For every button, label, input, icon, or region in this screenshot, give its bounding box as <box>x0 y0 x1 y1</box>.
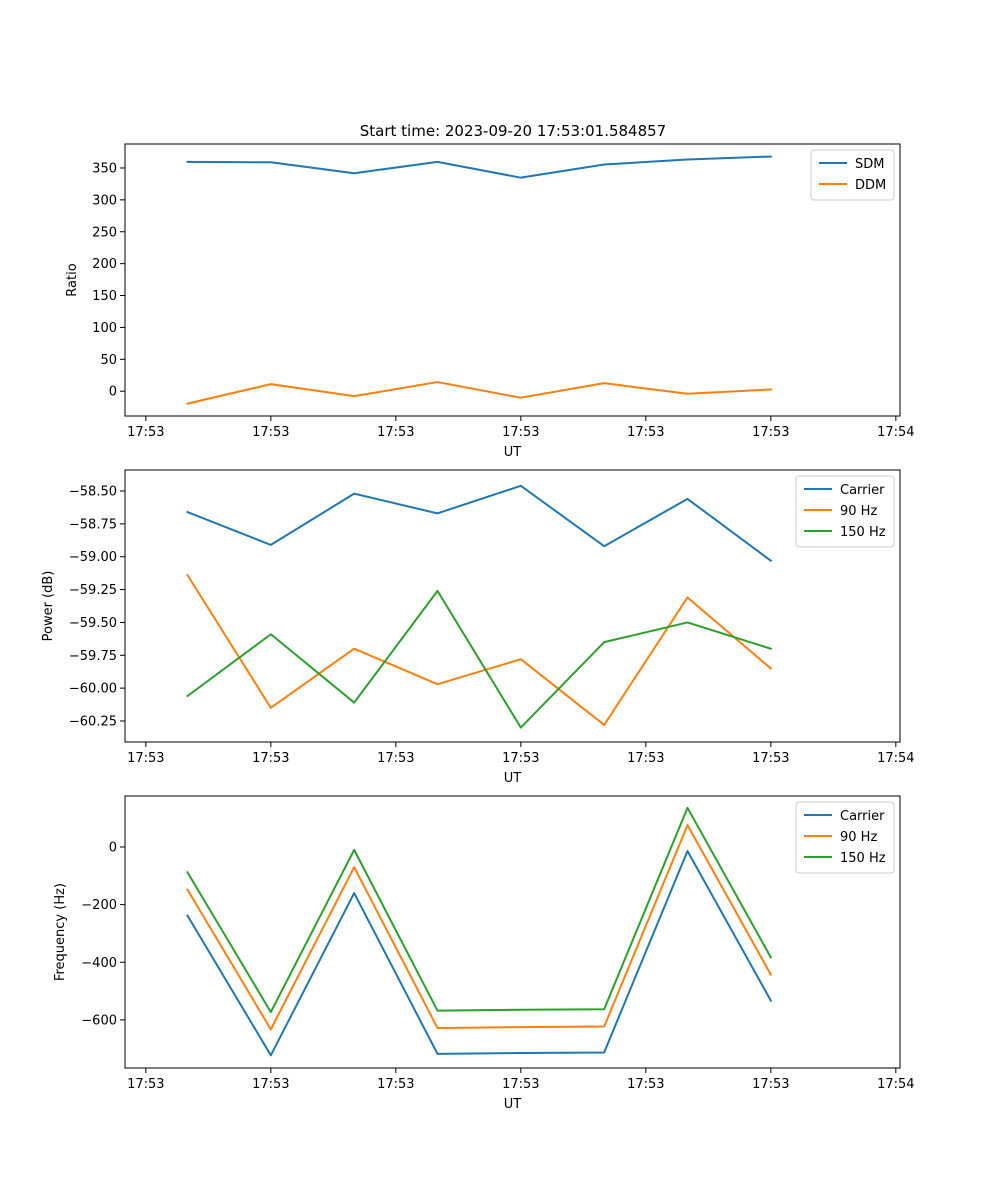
series-line-150-hz <box>186 806 773 1014</box>
x-axis-label: UT <box>504 771 522 786</box>
legend-label: SDM <box>855 157 884 172</box>
legend-box <box>795 475 895 548</box>
x-tick-label: 17:53 <box>752 1077 789 1092</box>
panel-ratio: 17:53 17:53 17:53 17:53 17:53 17:53 17:54 0 50 10… <box>65 143 915 460</box>
series-line-150-hz <box>186 589 773 729</box>
x-tick-label: 17:54 <box>877 1077 914 1092</box>
y-axis-label: Ratio <box>65 263 80 296</box>
y-tick-label: −60.25 <box>69 714 117 729</box>
legend-label: 150 Hz <box>840 525 886 540</box>
y-tick-label: 150 <box>92 289 117 304</box>
y-axis-label: Frequency (Hz) <box>53 883 68 981</box>
y-tick-label: 100 <box>92 321 117 336</box>
series-line-90-hz <box>186 573 773 726</box>
figure-title: Start time: 2023-09-20 17:53:01.584857 <box>360 122 666 140</box>
series-line-carrier <box>186 850 773 1057</box>
y-tick-label: 50 <box>100 353 117 368</box>
series-line-sdm <box>186 155 772 179</box>
y-tick-label: −58.50 <box>69 485 117 500</box>
x-tick-label: 17:53 <box>627 751 664 766</box>
axes-frame <box>124 469 901 743</box>
legend: SDM DDM <box>810 149 895 201</box>
y-tick-label: −600 <box>81 1013 117 1028</box>
legend-label: Carrier <box>840 483 885 498</box>
y-tick-label: 300 <box>92 193 117 208</box>
x-tick-label: 17:54 <box>877 425 914 440</box>
y-tick-label: −58.75 <box>69 517 117 532</box>
y-tick-label: −200 <box>81 898 117 913</box>
x-tick-label: 17:53 <box>502 425 539 440</box>
legend-box <box>795 801 895 874</box>
x-axis-label: UT <box>504 1097 522 1112</box>
legend: Carrier 90 Hz 150 Hz <box>795 475 895 548</box>
panel-power: 17:53 17:53 17:53 17:53 17:53 17:53 17:54 −58.5… <box>41 469 915 786</box>
y-tick-label: −59.50 <box>69 616 117 631</box>
x-tick-label: 17:53 <box>752 425 789 440</box>
y-tick-label: −59.00 <box>69 550 117 565</box>
x-tick-label: 17:53 <box>377 751 414 766</box>
x-tick-label: 17:53 <box>377 1077 414 1092</box>
x-tick-label: 17:53 <box>627 1077 664 1092</box>
legend-label: 90 Hz <box>840 504 877 519</box>
axes-frame <box>124 795 901 1069</box>
y-tick-label: 0 <box>109 385 117 400</box>
legend-label: 90 Hz <box>840 830 877 845</box>
x-tick-label: 17:53 <box>127 1077 164 1092</box>
x-tick-label: 17:54 <box>877 751 914 766</box>
y-tick-label: −60.00 <box>69 682 117 697</box>
x-tick-label: 17:53 <box>252 1077 289 1092</box>
x-axis-label: UT <box>504 445 522 460</box>
legend-label: DDM <box>855 178 886 193</box>
legend-label: 150 Hz <box>840 851 886 866</box>
y-tick-label: −400 <box>81 956 117 971</box>
legend-label: Carrier <box>840 809 885 824</box>
y-axis-label: Power (dB) <box>41 571 56 642</box>
x-tick-label: 17:53 <box>127 425 164 440</box>
series-line-ddm <box>186 381 772 405</box>
axes-frame <box>124 143 901 417</box>
x-tick-label: 17:53 <box>252 425 289 440</box>
y-tick-label: 200 <box>92 257 117 272</box>
x-tick-label: 17:53 <box>752 751 789 766</box>
legend: Carrier 90 Hz 150 Hz <box>795 801 895 874</box>
y-tick-label: −59.25 <box>69 583 117 598</box>
x-tick-label: 17:53 <box>127 751 164 766</box>
y-tick-label: 0 <box>109 841 117 856</box>
x-tick-label: 17:53 <box>502 751 539 766</box>
x-tick-label: 17:53 <box>377 425 414 440</box>
y-tick-label: −59.75 <box>69 649 117 664</box>
y-tick-label: 350 <box>92 161 117 176</box>
panel-frequency: 17:53 17:53 17:53 17:53 17:53 17:53 17:54 0 −200… <box>53 795 915 1112</box>
x-tick-label: 17:53 <box>502 1077 539 1092</box>
y-tick-label: 250 <box>92 225 117 240</box>
x-tick-label: 17:53 <box>252 751 289 766</box>
series-line-90-hz <box>186 824 773 1031</box>
x-tick-label: 17:53 <box>627 425 664 440</box>
series-line-carrier <box>186 484 773 563</box>
